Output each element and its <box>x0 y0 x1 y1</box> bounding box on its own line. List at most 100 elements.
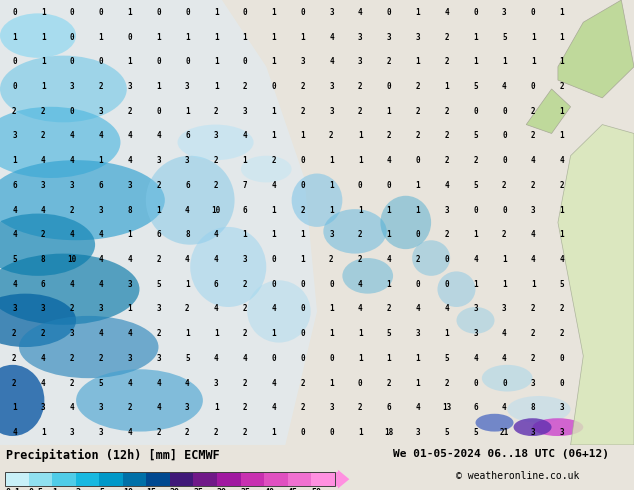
Ellipse shape <box>412 240 450 276</box>
Ellipse shape <box>482 365 533 392</box>
Text: 1: 1 <box>12 403 16 413</box>
Text: 30: 30 <box>217 488 227 490</box>
Text: 1: 1 <box>415 379 420 388</box>
Text: 2: 2 <box>444 230 449 239</box>
Text: 2: 2 <box>358 107 363 116</box>
Text: 3: 3 <box>301 57 305 66</box>
Text: 4: 4 <box>214 255 219 264</box>
Text: 4: 4 <box>531 156 536 165</box>
Text: 2: 2 <box>214 428 219 437</box>
Text: 10: 10 <box>123 488 133 490</box>
Text: 3: 3 <box>243 255 247 264</box>
Text: 25: 25 <box>193 488 204 490</box>
Text: 6: 6 <box>98 181 103 190</box>
Text: 2: 2 <box>75 488 81 490</box>
Text: 0: 0 <box>444 255 449 264</box>
Text: 0: 0 <box>271 354 276 363</box>
Text: 0: 0 <box>185 57 190 66</box>
Bar <box>217 472 240 487</box>
Text: 8: 8 <box>41 255 46 264</box>
Text: 3: 3 <box>214 379 219 388</box>
Text: 3: 3 <box>12 131 16 141</box>
Bar <box>5 472 335 487</box>
Text: 1: 1 <box>156 32 161 42</box>
Text: 2: 2 <box>214 107 219 116</box>
Text: 4: 4 <box>41 156 46 165</box>
Ellipse shape <box>323 209 387 254</box>
Ellipse shape <box>190 227 266 307</box>
Text: 2: 2 <box>127 403 132 413</box>
Text: 4: 4 <box>560 156 564 165</box>
Text: 0: 0 <box>301 181 305 190</box>
Text: 4: 4 <box>70 131 74 141</box>
Text: 1: 1 <box>301 131 305 141</box>
Text: 2: 2 <box>127 107 132 116</box>
Text: 4: 4 <box>156 131 161 141</box>
Text: 3: 3 <box>329 107 333 116</box>
Text: 4: 4 <box>127 255 132 264</box>
Text: 13: 13 <box>442 403 451 413</box>
Text: 2: 2 <box>70 354 74 363</box>
Text: 8: 8 <box>531 403 536 413</box>
Text: 1: 1 <box>560 107 564 116</box>
Text: 0: 0 <box>301 329 305 338</box>
Text: 1: 1 <box>214 32 219 42</box>
Text: 0: 0 <box>243 8 247 17</box>
Text: 4: 4 <box>12 230 16 239</box>
Ellipse shape <box>476 414 514 432</box>
Text: 4: 4 <box>531 255 536 264</box>
Text: 5: 5 <box>473 131 478 141</box>
Text: 0: 0 <box>560 354 564 363</box>
Text: 3: 3 <box>70 329 74 338</box>
Text: 4: 4 <box>444 304 449 314</box>
Text: 0: 0 <box>329 354 333 363</box>
Text: 1: 1 <box>473 57 478 66</box>
Text: 2: 2 <box>41 329 46 338</box>
Text: 2: 2 <box>70 206 74 215</box>
Text: 5: 5 <box>444 428 449 437</box>
Text: 4: 4 <box>127 131 132 141</box>
Text: 8: 8 <box>127 206 132 215</box>
Text: 3: 3 <box>243 107 247 116</box>
Text: 2: 2 <box>12 329 16 338</box>
Text: 1: 1 <box>271 230 276 239</box>
Ellipse shape <box>146 156 235 245</box>
Text: 2: 2 <box>502 181 507 190</box>
Text: 1: 1 <box>127 8 132 17</box>
Text: 0: 0 <box>329 428 333 437</box>
Text: 3: 3 <box>329 8 333 17</box>
Text: 1: 1 <box>560 57 564 66</box>
Text: 4: 4 <box>243 354 247 363</box>
Text: 2: 2 <box>214 156 219 165</box>
Text: 4: 4 <box>12 428 16 437</box>
Text: 2: 2 <box>12 379 16 388</box>
Text: 6: 6 <box>243 206 247 215</box>
Text: 3: 3 <box>502 304 507 314</box>
Bar <box>29 472 52 487</box>
Text: 2: 2 <box>531 329 536 338</box>
Text: 2: 2 <box>473 156 478 165</box>
Text: 3: 3 <box>98 304 103 314</box>
Text: 1: 1 <box>502 57 507 66</box>
Bar <box>193 472 217 487</box>
Text: 2: 2 <box>98 82 103 91</box>
Text: 4: 4 <box>214 230 219 239</box>
Text: 1: 1 <box>271 131 276 141</box>
Text: 1: 1 <box>387 230 391 239</box>
Text: 4: 4 <box>271 379 276 388</box>
Ellipse shape <box>437 271 476 307</box>
Text: 0.5: 0.5 <box>29 488 44 490</box>
Text: 1: 1 <box>41 8 46 17</box>
Text: 4: 4 <box>127 379 132 388</box>
Text: 2: 2 <box>185 304 190 314</box>
Text: 4: 4 <box>502 403 507 413</box>
Text: 0: 0 <box>70 8 74 17</box>
Text: 1: 1 <box>243 156 247 165</box>
Text: 0: 0 <box>473 206 478 215</box>
Text: 2: 2 <box>358 255 363 264</box>
Text: 0: 0 <box>271 82 276 91</box>
Text: 35: 35 <box>240 488 250 490</box>
Ellipse shape <box>0 294 76 347</box>
Text: 1: 1 <box>358 206 363 215</box>
Text: 1: 1 <box>531 32 536 42</box>
